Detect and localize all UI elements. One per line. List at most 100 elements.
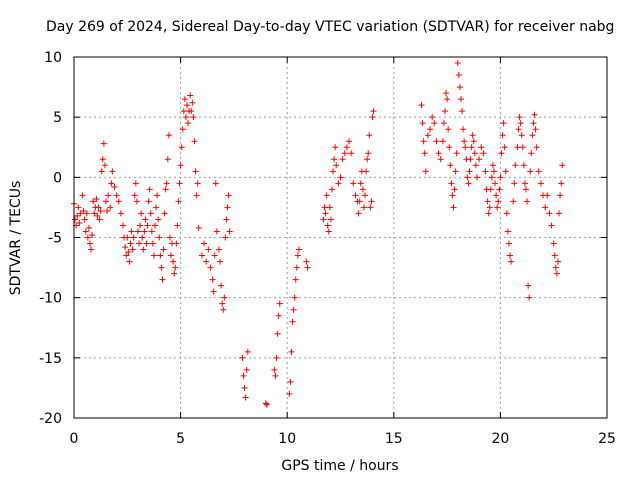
data-point — [326, 204, 333, 211]
data-point — [153, 204, 160, 211]
data-point — [558, 180, 565, 187]
data-point — [275, 312, 282, 319]
data-point — [535, 168, 542, 175]
data-point — [244, 348, 251, 355]
data-point — [502, 168, 509, 175]
data-point — [107, 204, 114, 211]
data-point — [72, 216, 79, 223]
data-point — [76, 220, 83, 227]
data-point — [495, 198, 502, 205]
data-point — [321, 204, 328, 211]
data-point — [85, 224, 92, 231]
data-point — [174, 222, 181, 229]
data-point — [276, 300, 283, 307]
data-point — [139, 234, 146, 241]
plot-frame — [73, 56, 608, 419]
x-tick-label: 0 — [70, 431, 79, 447]
data-point — [533, 144, 540, 151]
data-point — [176, 180, 183, 187]
data-point — [363, 168, 370, 175]
data-point — [500, 120, 507, 127]
data-point — [207, 264, 214, 271]
data-point — [198, 252, 205, 259]
data-point — [226, 228, 233, 235]
data-point — [293, 264, 300, 271]
x-tick-label: 20 — [491, 431, 509, 447]
data-point — [445, 126, 452, 133]
data-point — [327, 216, 334, 223]
data-point — [469, 132, 476, 139]
data-point — [90, 198, 97, 205]
data-point — [187, 92, 194, 99]
data-point — [510, 198, 517, 205]
data-point — [147, 210, 154, 217]
data-point — [181, 96, 188, 103]
data-point — [180, 108, 187, 115]
data-point — [352, 192, 359, 199]
data-point — [219, 300, 226, 307]
data-point — [211, 252, 218, 259]
data-point — [357, 180, 364, 187]
data-point — [554, 258, 561, 265]
data-point — [120, 222, 127, 229]
data-point — [137, 222, 144, 229]
data-point — [148, 228, 155, 235]
data-point — [422, 168, 429, 175]
data-point — [83, 210, 90, 217]
data-point — [193, 192, 200, 199]
data-point — [132, 180, 139, 187]
data-point — [79, 192, 86, 199]
data-point — [222, 234, 229, 241]
data-point — [418, 102, 425, 109]
data-point — [532, 126, 539, 133]
data-point — [178, 144, 185, 151]
data-point — [557, 192, 564, 199]
data-point — [125, 248, 132, 255]
data-point — [526, 294, 533, 301]
data-point — [109, 168, 116, 175]
data-point — [288, 348, 295, 355]
data-point — [150, 252, 157, 259]
data-point — [243, 366, 250, 373]
data-point — [337, 174, 344, 181]
data-point — [452, 168, 459, 175]
data-point — [192, 168, 199, 175]
data-point — [95, 204, 102, 211]
data-point — [494, 204, 501, 211]
data-point — [170, 258, 177, 265]
data-point — [221, 294, 228, 301]
data-point — [559, 162, 566, 169]
data-point — [328, 186, 335, 193]
data-point — [175, 198, 182, 205]
data-point — [457, 96, 464, 103]
data-point — [346, 138, 353, 145]
data-point — [82, 228, 89, 235]
data-point — [359, 186, 366, 193]
data-point — [498, 150, 505, 157]
data-point — [537, 180, 544, 187]
data-point — [143, 240, 150, 247]
data-point — [223, 216, 230, 223]
data-point — [472, 162, 479, 169]
data-point — [473, 174, 480, 181]
data-point — [274, 330, 281, 337]
data-point — [488, 174, 495, 181]
data-point — [123, 252, 130, 259]
data-point — [324, 222, 331, 229]
y-axis-label: SDTVAR / TECUs — [8, 181, 24, 296]
data-point — [173, 240, 180, 247]
data-point — [350, 180, 357, 187]
data-point — [514, 144, 521, 151]
data-point — [366, 132, 373, 139]
data-point — [339, 156, 346, 163]
data-point — [146, 186, 153, 193]
data-point — [104, 208, 111, 215]
data-point — [471, 150, 478, 157]
data-point — [295, 246, 302, 253]
data-point — [190, 114, 197, 121]
data-point — [466, 168, 473, 175]
data-point — [365, 150, 372, 157]
data-point — [117, 210, 124, 217]
data-point — [464, 174, 471, 181]
data-point — [86, 240, 93, 247]
